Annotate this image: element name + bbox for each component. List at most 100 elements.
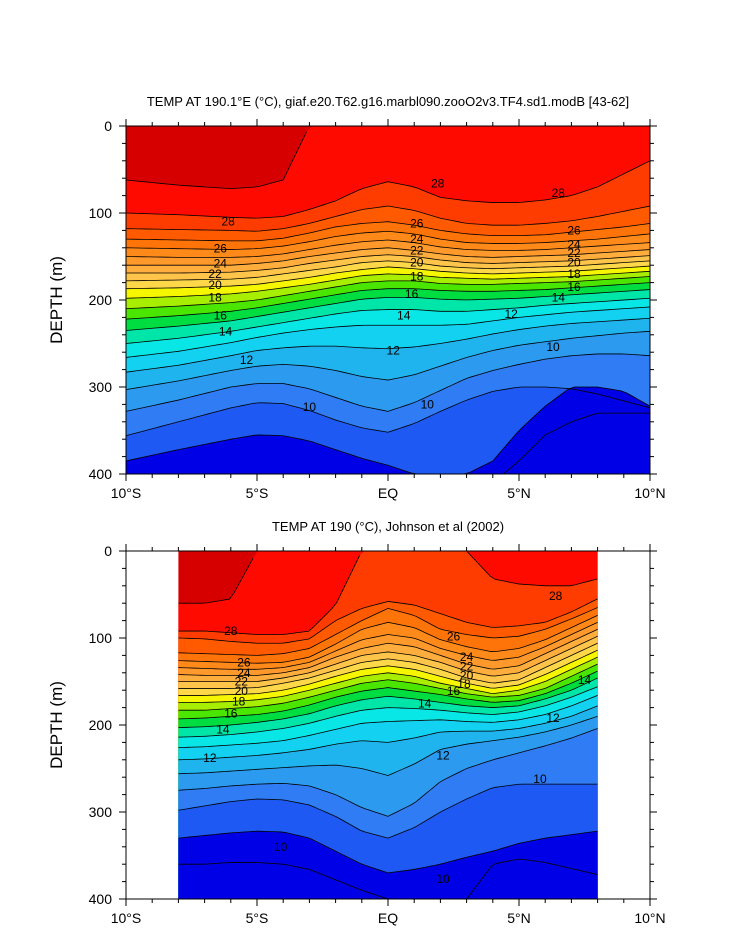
isotherm-label: 12	[203, 751, 217, 765]
isotherm-label: 18	[232, 695, 246, 709]
x-tick-label: 5°N	[507, 485, 531, 501]
isotherm-line	[178, 663, 598, 711]
isotherm-line	[126, 230, 650, 250]
isotherm-label: 12	[436, 748, 450, 762]
isotherm-line	[126, 276, 650, 310]
isotherm-line	[178, 615, 598, 664]
isotherm-label: 26	[410, 216, 424, 230]
x-tick-label: 10°N	[634, 485, 665, 501]
isotherm-line	[178, 649, 598, 696]
isotherm-line	[178, 635, 598, 682]
isotherm-line	[178, 607, 598, 656]
isotherm-line	[178, 830, 598, 874]
chart-title-model: TEMP AT 190.1°E (°C), giaf.e20.T62.g16.m…	[147, 94, 629, 109]
isotherm-line	[178, 621, 598, 670]
isotherm-label: 22	[410, 243, 424, 257]
y-tick-label: 100	[89, 205, 113, 221]
isotherm-label: 20	[567, 256, 581, 270]
chart-title-observations: TEMP AT 190 (°C), Johnson et al (2002)	[272, 519, 504, 534]
isotherm-label: 24	[214, 256, 228, 270]
isotherm-label: 12	[240, 353, 254, 367]
isotherm-line	[502, 412, 650, 474]
isotherm-label: 12	[504, 307, 518, 321]
y-tick-label: 300	[89, 804, 113, 820]
y-tick-label: 400	[89, 891, 113, 907]
y-tick-label: 100	[89, 630, 113, 646]
temperature-band	[178, 859, 598, 899]
y-axis-label-model: DEPTH (m)	[47, 256, 66, 344]
isotherm-label: 20	[235, 684, 249, 698]
isotherm-label: 10	[274, 840, 288, 854]
isotherm-line	[178, 705, 598, 761]
isotherm-line	[126, 353, 650, 412]
x-tick-label: EQ	[378, 485, 398, 501]
isotherm-label: 20	[460, 668, 474, 682]
isotherm-line	[126, 270, 650, 299]
isotherm-line	[178, 628, 598, 676]
isotherm-line	[126, 131, 307, 190]
isotherm-line	[126, 386, 650, 474]
isotherm-line	[126, 254, 650, 274]
isotherm-label: 22	[208, 267, 222, 281]
isotherm-label: 24	[460, 650, 474, 664]
x-tick-label: EQ	[378, 910, 398, 926]
isotherm-label: 12	[546, 711, 560, 725]
isotherm-labels-model: 2828282624222018161412102624222018161412…	[208, 176, 581, 414]
isotherm-line	[178, 783, 598, 839]
isotherm-line	[178, 686, 598, 738]
isotherm-label: 28	[552, 186, 566, 200]
isotherm-label: 18	[208, 290, 222, 304]
isotherm-label: 16	[214, 309, 228, 323]
temperature-band	[503, 413, 650, 474]
y-tick-label: 200	[89, 292, 113, 308]
isotherm-line	[126, 386, 650, 437]
isotherm-label: 16	[405, 287, 419, 301]
isotherm-label: 18	[457, 677, 471, 691]
y-tick-label: 400	[89, 466, 113, 482]
isotherm-label: 22	[460, 660, 474, 674]
isotherm-label: 10	[421, 397, 435, 411]
isotherm-label: 20	[208, 278, 222, 292]
isotherm-label: 16	[567, 280, 581, 294]
isotherm-line	[126, 330, 650, 391]
isotherm-line	[178, 695, 598, 749]
isotherm-line	[126, 265, 650, 290]
x-tick-label: 5°S	[246, 910, 269, 926]
y-axis-label-observations: DEPTH (m)	[47, 681, 66, 769]
isotherm-label: 28	[549, 589, 563, 603]
isotherm-line	[126, 306, 650, 358]
isotherm-line	[178, 598, 598, 644]
isotherm-line	[178, 558, 254, 604]
isotherm-label: 28	[224, 624, 238, 638]
isotherm-label: 24	[567, 237, 581, 251]
x-tick-label: 10°S	[111, 485, 142, 501]
isotherm-line	[178, 858, 598, 899]
isotherm-lines-observations	[178, 551, 598, 899]
y-tick-label: 0	[104, 118, 112, 134]
isotherm-label: 16	[447, 684, 461, 698]
isotherm-label: 26	[447, 629, 461, 643]
isotherm-label: 14	[552, 290, 566, 304]
isotherm-line	[126, 247, 650, 266]
x-tick-label: 5°N	[507, 910, 531, 926]
isotherm-line	[126, 260, 650, 282]
isotherm-label: 26	[214, 242, 228, 256]
isotherm-label: 22	[567, 246, 581, 260]
isotherm-line	[178, 728, 598, 817]
chart-panel-model: TEMP AT 190.1°E (°C), giaf.e20.T62.g16.m…	[47, 94, 666, 501]
chart-panel-observations: TEMP AT 190 (°C), Johnson et al (2002) D…	[47, 519, 666, 926]
axes-observations: 10°S 5°S EQ 5°N 10°N 0 100 200 300 400	[89, 543, 666, 926]
isotherm-line	[178, 642, 598, 689]
isotherm-label: 26	[567, 223, 581, 237]
isotherm-label: 28	[222, 215, 236, 229]
isotherm-line	[178, 677, 598, 729]
isotherm-line	[126, 317, 650, 373]
y-tick-label: 0	[104, 543, 112, 559]
isotherm-line	[126, 239, 650, 258]
isotherm-labels-observations: 2828262624222018161412242220181614121412…	[203, 589, 591, 886]
isotherm-label: 14	[418, 696, 432, 710]
isotherm-label: 10	[533, 772, 547, 786]
x-tick-label: 5°S	[246, 485, 269, 501]
x-tick-label: 10°N	[634, 910, 665, 926]
